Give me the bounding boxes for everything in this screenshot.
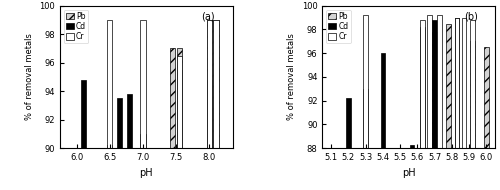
Text: (b): (b) [464, 11, 478, 21]
Bar [140, 134, 145, 148]
Bar [454, 18, 460, 148]
Bar [177, 48, 182, 148]
Bar [214, 20, 218, 148]
Text: (a): (a) [202, 11, 215, 21]
X-axis label: pH: pH [402, 168, 415, 178]
Bar [364, 89, 368, 148]
Bar [454, 18, 460, 148]
Bar [107, 145, 112, 148]
Bar [432, 20, 437, 148]
Bar [438, 15, 442, 148]
Bar [80, 80, 86, 148]
Bar [346, 98, 350, 148]
Bar [170, 48, 175, 148]
Bar [207, 80, 212, 148]
Bar [410, 145, 414, 148]
Bar [177, 70, 182, 148]
Bar [207, 20, 212, 148]
Y-axis label: % of removal metals: % of removal metals [287, 33, 296, 120]
Bar [427, 15, 432, 148]
Bar [207, 20, 212, 148]
Bar [484, 47, 488, 148]
Bar [432, 32, 437, 148]
Bar [214, 20, 218, 148]
Bar [380, 53, 385, 148]
Bar [470, 41, 475, 148]
Bar [140, 20, 145, 148]
Bar [117, 98, 122, 148]
Bar [446, 24, 450, 148]
Legend: Pb, Cd, Cr: Pb, Cd, Cr [326, 10, 351, 43]
Y-axis label: % of removal metals: % of removal metals [25, 33, 34, 120]
Legend: Pb, Cd, Cr: Pb, Cd, Cr [64, 10, 88, 43]
Bar [107, 20, 112, 148]
Bar [127, 94, 132, 148]
Bar [420, 27, 425, 148]
Bar [470, 20, 475, 148]
Bar [462, 18, 466, 148]
Bar [420, 20, 425, 148]
Bar [364, 15, 368, 148]
X-axis label: pH: pH [140, 168, 153, 178]
Bar [420, 29, 425, 148]
Bar [177, 56, 182, 148]
Bar [454, 18, 460, 148]
